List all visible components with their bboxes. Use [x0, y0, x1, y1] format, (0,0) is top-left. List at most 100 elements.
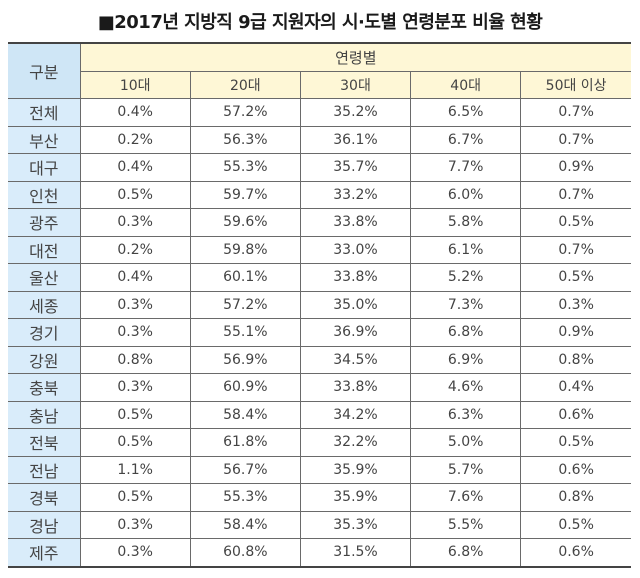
- value-cell: 59.8%: [189, 235, 301, 264]
- value-cell: 0.6%: [520, 400, 631, 429]
- table-row: 충북 0.3% 60.9% 33.8% 4.6% 0.4%: [8, 373, 631, 402]
- region-cell: 경남: [8, 510, 81, 539]
- value-cell: 59.6%: [189, 208, 301, 237]
- table-row: 제주 0.3% 60.8% 31.5% 6.8% 0.6%: [8, 538, 631, 567]
- table-row: 인천 0.5% 59.7% 33.2% 6.0% 0.7%: [8, 180, 631, 209]
- table-header: 구분 연령별 10대 20대 30대 40대 50대 이상: [8, 42, 631, 99]
- value-cell: 0.8%: [79, 345, 191, 374]
- value-cell: 56.9%: [189, 345, 301, 374]
- value-cell: 35.0%: [299, 290, 412, 319]
- value-cell: 0.5%: [520, 428, 631, 457]
- table-row: 부산 0.2% 56.3% 36.1% 6.7% 0.7%: [8, 125, 631, 154]
- table-row: 울산 0.4% 60.1% 33.8% 5.2% 0.5%: [8, 263, 631, 292]
- table-row: 경북 0.5% 55.3% 35.9% 7.6% 0.8%: [8, 483, 631, 512]
- value-cell: 0.9%: [520, 318, 631, 347]
- value-cell: 0.5%: [79, 483, 191, 512]
- value-cell: 33.8%: [299, 208, 412, 237]
- value-cell: 33.0%: [299, 235, 412, 264]
- table-row: 전체 0.4% 57.2% 35.2% 6.5% 0.7%: [8, 98, 631, 127]
- value-cell: 0.6%: [520, 538, 631, 567]
- region-cell: 전북: [8, 428, 81, 457]
- value-cell: 32.2%: [299, 428, 412, 457]
- value-cell: 0.8%: [520, 483, 631, 512]
- value-cell: 36.1%: [299, 125, 412, 154]
- value-cell: 0.5%: [79, 180, 191, 209]
- header-row-ages: 10대 20대 30대 40대 50대 이상: [8, 70, 631, 99]
- value-cell: 6.0%: [410, 180, 522, 209]
- value-cell: 0.6%: [520, 455, 631, 484]
- region-cell: 충북: [8, 373, 81, 402]
- region-cell: 대구: [8, 153, 81, 182]
- value-cell: 57.2%: [189, 290, 301, 319]
- value-cell: 35.7%: [299, 153, 412, 182]
- region-column-header: 구분: [8, 42, 81, 99]
- value-cell: 0.3%: [79, 538, 191, 567]
- age-group-header: 연령별: [79, 42, 631, 72]
- value-cell: 58.4%: [189, 400, 301, 429]
- region-cell: 제주: [8, 538, 81, 567]
- value-cell: 58.4%: [189, 510, 301, 539]
- region-cell: 강원: [8, 345, 81, 374]
- value-cell: 0.3%: [79, 208, 191, 237]
- value-cell: 0.9%: [520, 153, 631, 182]
- column-header-50s-plus: 50대 이상: [520, 70, 631, 99]
- value-cell: 0.4%: [520, 373, 631, 402]
- region-cell: 인천: [8, 180, 81, 209]
- value-cell: 33.2%: [299, 180, 412, 209]
- region-cell: 경북: [8, 483, 81, 512]
- value-cell: 0.5%: [520, 263, 631, 292]
- value-cell: 0.7%: [520, 180, 631, 209]
- age-distribution-table: 구분 연령별 10대 20대 30대 40대 50대 이상 전체 0.4% 57.2…: [8, 42, 631, 568]
- value-cell: 0.4%: [79, 153, 191, 182]
- value-cell: 4.6%: [410, 373, 522, 402]
- value-cell: 35.9%: [299, 455, 412, 484]
- value-cell: 0.7%: [520, 98, 631, 127]
- value-cell: 57.2%: [189, 98, 301, 127]
- region-cell: 광주: [8, 208, 81, 237]
- table-row: 대구 0.4% 55.3% 35.7% 7.7% 0.9%: [8, 153, 631, 182]
- region-cell: 충남: [8, 400, 81, 429]
- value-cell: 60.9%: [189, 373, 301, 402]
- value-cell: 0.3%: [79, 510, 191, 539]
- table-row: 대전 0.2% 59.8% 33.0% 6.1% 0.7%: [8, 235, 631, 264]
- table-row: 경기 0.3% 55.1% 36.9% 6.8% 0.9%: [8, 318, 631, 347]
- column-header-30s: 30대: [299, 70, 412, 99]
- value-cell: 35.2%: [299, 98, 412, 127]
- region-cell: 전남: [8, 455, 81, 484]
- table-row: 충남 0.5% 58.4% 34.2% 6.3% 0.6%: [8, 400, 631, 429]
- table-row: 경남 0.3% 58.4% 35.3% 5.5% 0.5%: [8, 510, 631, 539]
- value-cell: 34.5%: [299, 345, 412, 374]
- value-cell: 7.6%: [410, 483, 522, 512]
- value-cell: 55.3%: [189, 483, 301, 512]
- value-cell: 33.8%: [299, 373, 412, 402]
- table-row: 세종 0.3% 57.2% 35.0% 7.3% 0.3%: [8, 290, 631, 319]
- value-cell: 6.9%: [410, 345, 522, 374]
- table-row: 전북 0.5% 61.8% 32.2% 5.0% 0.5%: [8, 428, 631, 457]
- value-cell: 55.1%: [189, 318, 301, 347]
- value-cell: 0.3%: [79, 318, 191, 347]
- value-cell: 6.5%: [410, 98, 522, 127]
- table-row: 강원 0.8% 56.9% 34.5% 6.9% 0.8%: [8, 345, 631, 374]
- value-cell: 6.8%: [410, 318, 522, 347]
- value-cell: 0.2%: [79, 125, 191, 154]
- value-cell: 5.2%: [410, 263, 522, 292]
- value-cell: 0.4%: [79, 263, 191, 292]
- value-cell: 33.8%: [299, 263, 412, 292]
- value-cell: 0.5%: [79, 400, 191, 429]
- value-cell: 5.7%: [410, 455, 522, 484]
- value-cell: 5.0%: [410, 428, 522, 457]
- value-cell: 6.1%: [410, 235, 522, 264]
- header-row-group: 구분 연령별: [8, 42, 631, 99]
- value-cell: 0.8%: [520, 345, 631, 374]
- column-header-20s: 20대: [189, 70, 301, 99]
- value-cell: 36.9%: [299, 318, 412, 347]
- value-cell: 56.3%: [189, 125, 301, 154]
- value-cell: 0.4%: [79, 98, 191, 127]
- region-cell: 세종: [8, 290, 81, 319]
- value-cell: 61.8%: [189, 428, 301, 457]
- value-cell: 1.1%: [79, 455, 191, 484]
- table-body: 전체 0.4% 57.2% 35.2% 6.5% 0.7% 부산 0.2% 56.3% 36.1%…: [8, 98, 631, 567]
- value-cell: 0.5%: [520, 510, 631, 539]
- region-cell: 경기: [8, 318, 81, 347]
- value-cell: 6.8%: [410, 538, 522, 567]
